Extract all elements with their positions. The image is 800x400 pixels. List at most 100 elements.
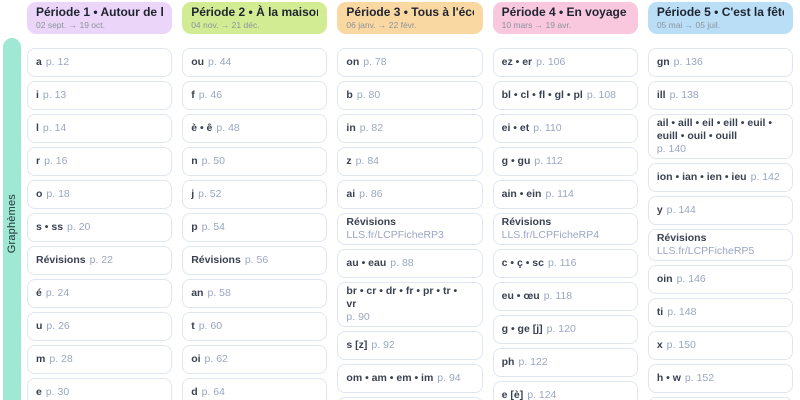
- grapheme-page-ref: p. 138: [669, 89, 699, 101]
- grapheme-card[interactable]: Révisions LLS.fr/LCPFicheRP4: [492, 213, 638, 245]
- grapheme-card[interactable]: ou p. 44: [182, 48, 328, 77]
- grapheme-card[interactable]: g • gu p. 112: [492, 147, 638, 176]
- grapheme-page-ref: p. 140: [656, 143, 687, 155]
- grapheme-page-ref: p. 136: [673, 56, 703, 68]
- grapheme-card[interactable]: b p. 80: [337, 81, 483, 110]
- grapheme-page-ref: p. 80: [356, 89, 381, 101]
- grapheme-card[interactable]: a p. 12: [27, 48, 173, 77]
- grapheme-card[interactable]: f p. 46: [182, 81, 328, 110]
- grapheme-card[interactable]: Révisions p. 56: [182, 246, 328, 275]
- periods-grid: Période 1 • Autour de la ville 02 sept. …: [27, 2, 794, 400]
- period-column-4: Période 4 • En voyage scola... 10 mars →…: [492, 2, 638, 400]
- grapheme-card[interactable]: bl • cl • fl • gl • pl p. 108: [492, 81, 638, 110]
- grapheme-label: gn: [656, 56, 670, 68]
- grapheme-page-ref: p. 124: [527, 389, 557, 400]
- grapheme-card[interactable]: an p. 58: [182, 279, 328, 308]
- period-header: Période 4 • En voyage scola... 10 mars →…: [492, 2, 638, 34]
- grapheme-card[interactable]: ti p. 148: [647, 298, 794, 327]
- grapheme-label: om • am • em • im: [346, 372, 434, 384]
- grapheme-card[interactable]: é p. 24: [27, 279, 173, 308]
- period-dates: 04 nov. → 21 déc.: [191, 20, 260, 30]
- grapheme-card[interactable]: eu • œu p. 118: [492, 282, 638, 311]
- grapheme-card[interactable]: e [è] p. 124: [492, 381, 638, 400]
- grapheme-label: y: [656, 204, 663, 216]
- grapheme-card[interactable]: g • ge [j] p. 120: [492, 315, 638, 344]
- grapheme-label: d: [191, 386, 198, 398]
- period-title: Période 1 • Autour de la ville: [36, 5, 164, 19]
- grapheme-card[interactable]: z p. 84: [337, 147, 483, 176]
- grapheme-page-ref: p. 28: [49, 353, 73, 365]
- grapheme-card[interactable]: i p. 13: [27, 81, 173, 110]
- grapheme-label: Révisions: [501, 216, 552, 228]
- grapheme-card[interactable]: Révisions p. 22: [27, 246, 173, 275]
- grapheme-page-ref: LLS.fr/LCPFicheRP3: [346, 229, 444, 241]
- grapheme-page-ref: p. 110: [533, 122, 562, 134]
- grapheme-card[interactable]: ph p. 122: [492, 348, 638, 377]
- period-dates: 06 janv. → 22 févr.: [346, 20, 417, 30]
- grapheme-label: s [z]: [346, 339, 368, 351]
- grapheme-label: e [è]: [501, 389, 524, 400]
- grapheme-label: au • eau: [346, 257, 387, 269]
- grapheme-label: ez • er: [501, 56, 533, 68]
- grapheme-card[interactable]: y p. 144: [647, 196, 794, 225]
- grapheme-label: ai: [346, 188, 356, 200]
- grapheme-page-ref: LLS.fr/LCPFicheRP5: [656, 245, 755, 257]
- grapheme-card[interactable]: l p. 14: [27, 114, 173, 143]
- period-title: Période 4 • En voyage scola...: [501, 5, 629, 19]
- grapheme-page-ref: p. 146: [676, 273, 706, 285]
- grapheme-card[interactable]: Révisions LLS.fr/LCPFicheRP5: [647, 229, 794, 261]
- grapheme-card[interactable]: u p. 26: [27, 312, 173, 341]
- grapheme-page-ref: p. 144: [666, 204, 696, 216]
- grapheme-page-ref: p. 50: [201, 155, 225, 167]
- grapheme-page-ref: p. 12: [45, 56, 70, 68]
- grapheme-card[interactable]: s • ss p. 20: [27, 213, 173, 242]
- grapheme-card[interactable]: e p. 30: [27, 378, 173, 400]
- grapheme-page-ref: p. 22: [89, 254, 113, 266]
- grapheme-card[interactable]: x p. 150: [647, 331, 794, 360]
- grapheme-page-ref: p. 114: [545, 188, 574, 200]
- grapheme-page-ref: LLS.fr/LCPFicheRP4: [501, 229, 600, 241]
- grapheme-page-ref: p. 92: [371, 339, 395, 351]
- grapheme-card[interactable]: è • ê p. 48: [182, 114, 328, 143]
- grapheme-card[interactable]: Révisions LLS.fr/LCPFicheRP3: [337, 213, 483, 245]
- grapheme-card[interactable]: c • ç • sc p. 116: [492, 249, 638, 278]
- grapheme-card[interactable]: o p. 18: [27, 180, 173, 209]
- grapheme-card[interactable]: h • w p. 152: [647, 364, 794, 393]
- grapheme-card[interactable]: oi p. 62: [182, 345, 328, 374]
- grapheme-card[interactable]: on p. 78: [337, 48, 483, 77]
- grapheme-card[interactable]: r p. 16: [27, 147, 173, 176]
- grapheme-card[interactable]: n p. 50: [182, 147, 328, 176]
- grapheme-page-ref: p. 90: [346, 311, 370, 323]
- grapheme-card[interactable]: d p. 64: [182, 378, 328, 400]
- grapheme-card[interactable]: t p. 60: [182, 312, 328, 341]
- grapheme-card[interactable]: gn p. 136: [647, 48, 794, 77]
- grapheme-label: an: [191, 287, 204, 299]
- grapheme-card[interactable]: ez • er p. 106: [492, 48, 638, 77]
- grapheme-label: z: [346, 155, 352, 167]
- grapheme-page-ref: p. 58: [207, 287, 231, 299]
- grapheme-card[interactable]: au • eau p. 88: [337, 249, 483, 278]
- grapheme-page-ref: p. 26: [46, 320, 70, 332]
- grapheme-card[interactable]: br • cr • dr • fr • pr • tr • vr p. 90: [337, 282, 483, 327]
- grapheme-card[interactable]: ill p. 138: [647, 81, 794, 110]
- grapheme-card[interactable]: oin p. 146: [647, 265, 794, 294]
- grapheme-card[interactable]: p p. 54: [182, 213, 328, 242]
- grapheme-card[interactable]: ain • ein p. 114: [492, 180, 638, 209]
- grapheme-card[interactable]: in p. 82: [337, 114, 483, 143]
- grapheme-page-ref: p. 142: [750, 171, 780, 183]
- grapheme-page-ref: p. 88: [390, 257, 414, 269]
- grapheme-page-ref: p. 152: [684, 372, 715, 384]
- graphemes-section-tab[interactable]: Graphèmes: [3, 38, 21, 400]
- grapheme-card[interactable]: ail • aill • eil • eill • euil • euill •…: [647, 114, 794, 159]
- grapheme-card[interactable]: ion • ian • ien • ieu p. 142: [647, 163, 794, 192]
- grapheme-card[interactable]: m p. 28: [27, 345, 173, 374]
- grapheme-page-ref: p. 86: [359, 188, 383, 200]
- grapheme-page-ref: p. 64: [201, 386, 225, 398]
- grapheme-card[interactable]: s [z] p. 92: [337, 331, 483, 360]
- grapheme-card[interactable]: ai p. 86: [337, 180, 483, 209]
- grapheme-card[interactable]: j p. 52: [182, 180, 328, 209]
- grapheme-card[interactable]: ei • et p. 110: [492, 114, 638, 143]
- grapheme-label: g • gu: [501, 155, 531, 167]
- grapheme-card[interactable]: om • am • em • im p. 94: [337, 364, 483, 393]
- period-cards: on p. 78 b p. 80 in p. 82 z p. 84 ai p. 86 Révisio…: [337, 48, 483, 400]
